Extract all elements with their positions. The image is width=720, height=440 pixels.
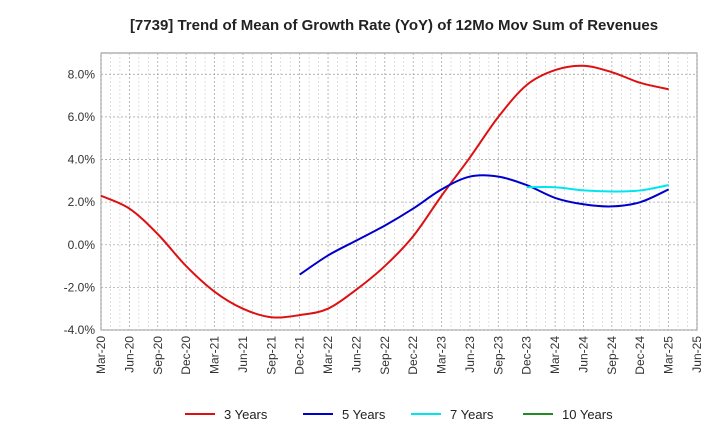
legend-label: 10 Years	[562, 407, 613, 422]
chart-title: [7739] Trend of Mean of Growth Rate (YoY…	[130, 17, 658, 34]
series-line-5-years	[299, 174, 670, 276]
x-tick-label: Mar-25	[662, 336, 676, 374]
x-tick-label: Mar-21	[208, 336, 222, 374]
x-tick-label: Mar-23	[435, 336, 449, 374]
series-line-7-years	[526, 184, 669, 193]
y-tick-label: 8.0%	[68, 67, 96, 81]
x-tick-label: Sep-21	[264, 336, 278, 375]
y-tick-label: -4.0%	[64, 323, 96, 337]
y-tick-label: 2.0%	[68, 195, 96, 209]
x-tick-label: Dec-22	[406, 336, 420, 375]
x-tick-label: Dec-24	[633, 336, 647, 375]
x-tick-label: Mar-24	[548, 336, 562, 374]
y-tick-label: 0.0%	[68, 238, 96, 252]
y-tick-layer: -4.0% -2.0% 0.0% 2.0% 4.0% 6.0% 8.0%	[64, 67, 96, 337]
x-tick-label: Mar-22	[321, 336, 335, 374]
x-tick-layer: Mar-20 Jun-20 Sep-20 Dec-20 Mar-21 Jun-21 Sep-…	[94, 336, 704, 375]
legend-label: 7 Years	[450, 407, 494, 422]
grid-layer	[100, 53, 698, 331]
y-tick-label: -2.0%	[64, 280, 96, 294]
series-line-3-years	[100, 64, 669, 319]
x-tick-label: Sep-22	[378, 336, 392, 375]
x-tick-label: Dec-21	[293, 336, 307, 375]
x-tick-label: Jun-24	[576, 336, 590, 373]
x-tick-label: Dec-20	[179, 336, 193, 375]
x-tick-label: Jun-20	[122, 336, 136, 373]
x-tick-label: Sep-23	[491, 336, 505, 375]
series-layer	[100, 64, 670, 319]
legend-label: 3 Years	[224, 407, 268, 422]
x-tick-label: Jun-21	[236, 336, 250, 373]
x-tick-label: Jun-25	[690, 336, 704, 373]
x-tick-label: Sep-20	[151, 336, 165, 375]
x-tick-label: Sep-24	[605, 336, 619, 375]
x-tick-label: Dec-23	[520, 336, 534, 375]
x-tick-label: Jun-23	[463, 336, 477, 373]
legend-label: 5 Years	[342, 407, 386, 422]
legend: 3 Years 5 Years 7 Years 10 Years	[185, 407, 613, 422]
y-tick-label: 6.0%	[68, 110, 96, 124]
x-tick-label: Mar-20	[94, 336, 108, 374]
x-tick-label: Jun-22	[349, 336, 363, 373]
y-tick-label: 4.0%	[68, 153, 96, 167]
